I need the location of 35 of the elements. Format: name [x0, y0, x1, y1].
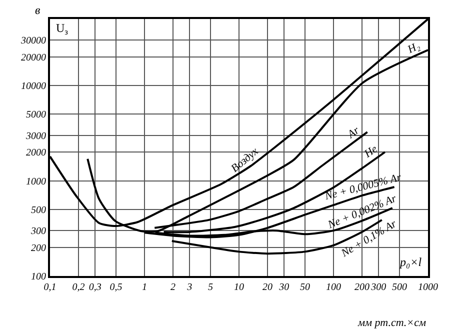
y-tick-label: 100 [31, 272, 46, 282]
y-tick-label: 10000 [21, 81, 46, 92]
x-tick-label: 1 [142, 282, 147, 293]
y-tick-label: 200 [31, 242, 46, 254]
x-tick-label: 300 [370, 282, 386, 293]
y-tick-label: 3000 [25, 130, 46, 142]
x-tick-label: 200 [354, 282, 370, 293]
y-tick-label: 2000 [26, 148, 46, 159]
ylabel: U$_{з}$ [56, 21, 68, 37]
text: H₂ [404, 40, 422, 56]
y-tick-label: 20000 [21, 52, 46, 64]
y-tick-label: 30000 [20, 36, 46, 47]
x-tick-label: 0,1 [44, 282, 56, 293]
x-axis-title: p₀×l [399, 255, 422, 269]
text: Ar [344, 124, 362, 142]
y-tick-label: 500 [31, 204, 46, 216]
x-tick-label: 3 [186, 282, 192, 293]
x-tick-label: 500 [392, 282, 408, 293]
y-tick-label: 1000 [26, 176, 46, 188]
x-tick-label: 5 [208, 282, 214, 293]
x-tick-label: 20 [262, 282, 272, 293]
x-tick-label: 10 [234, 282, 244, 293]
y-tick-label: 300 [30, 226, 46, 238]
text: в [35, 3, 40, 17]
x-tick-label: 50 [300, 282, 310, 293]
x-tick-label: 30 [278, 282, 290, 293]
x-tick-label: 0,5 [110, 282, 122, 293]
text: He [362, 143, 380, 161]
y-tick-label: 5000 [26, 110, 46, 121]
x-tick-label: 1000 [418, 282, 438, 293]
x-tick-label: 0,2 [72, 282, 85, 293]
x-tick-label: 2 [170, 282, 176, 293]
x-tick-label: 0,3 [88, 282, 102, 293]
x-tick-label: 100 [326, 282, 341, 293]
text: мм рт.ст.×см [357, 317, 426, 329]
